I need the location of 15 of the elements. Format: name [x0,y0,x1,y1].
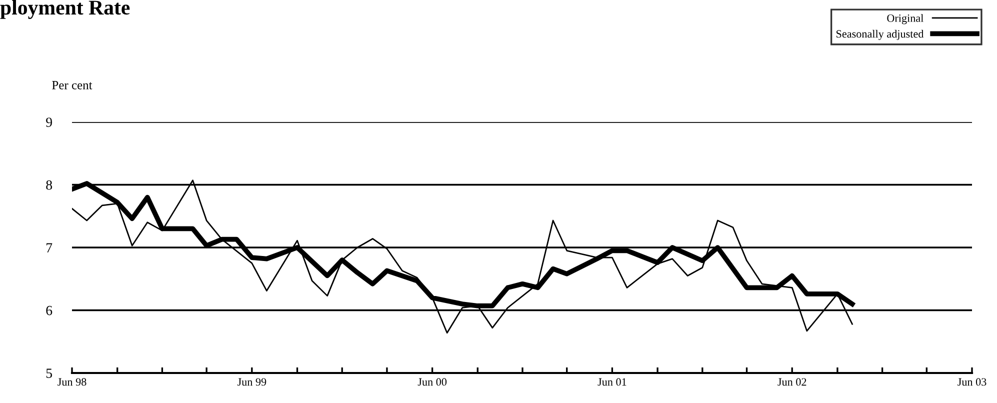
x-tick-label: Jun 98 [58,378,86,386]
x-tick-label: Jun 01 [598,378,626,386]
x-tick-label: Jun 00 [418,378,447,386]
x-tick-label: Jun 03 [958,378,986,386]
legend-label: Original [887,14,924,24]
y-tick-label: 7 [46,243,52,252]
y-tick-label: 8 [46,180,52,190]
y-tick-label: 5 [46,368,52,378]
y-tick-label: 6 [46,306,52,316]
chart-title: ployment Rate [0,0,130,19]
legend-label: Seasonally adjusted [836,30,924,40]
y-axis-title: Per cent [52,81,92,90]
x-tick-label: Jun 99 [237,378,266,386]
y-tick-label: 9 [46,118,52,127]
x-tick-label: Jun 02 [778,378,806,386]
